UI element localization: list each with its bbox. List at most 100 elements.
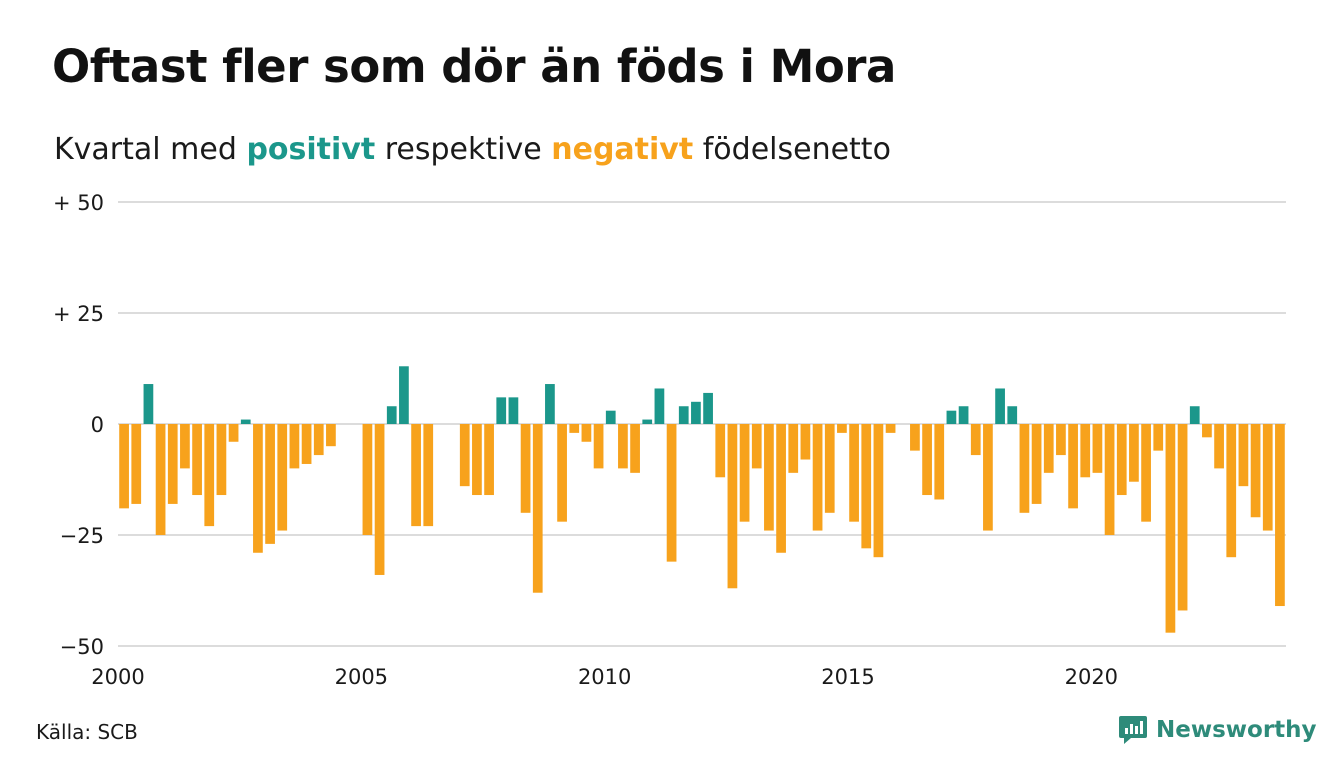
bar-2012Q2 [715, 424, 726, 478]
bar-2019Q3 [1068, 424, 1078, 509]
bar-2006Q2 [423, 424, 434, 527]
bar-2023Q2 [1250, 424, 1261, 518]
bar-2009Q4 [593, 424, 604, 469]
bar-2002Q2 [228, 424, 239, 442]
bar-2022Q2 [1202, 424, 1212, 438]
bar-2008Q3 [532, 424, 543, 593]
bar-2005Q4 [399, 366, 409, 424]
bar-2008Q4 [545, 384, 555, 424]
bar-2002Q1 [216, 424, 227, 496]
subtitle-text-mid: respektive [384, 132, 542, 167]
bar-2011Q4 [691, 401, 701, 424]
bar-2022Q3 [1214, 424, 1224, 469]
y-axis-tick-labels: + 50 + 25 0 −25 −50 [53, 191, 104, 659]
bar-2010Q3 [630, 424, 640, 473]
bar-2018Q3 [1019, 424, 1030, 513]
subtitle-negative-label: negativt [551, 132, 694, 167]
bar-2019Q1 [1043, 424, 1054, 473]
bar-2002Q4 [253, 424, 263, 553]
bar-2018Q1 [995, 388, 1005, 424]
bar-undefined [1275, 424, 1285, 607]
bar-2009Q1 [557, 424, 567, 522]
y-tick-label: −50 [60, 635, 104, 659]
source-note: Källa: SCB [36, 720, 138, 744]
bar-2014Q2 [812, 424, 823, 531]
bar-2007Q4 [496, 397, 507, 424]
bar-2011Q2 [666, 424, 677, 562]
bar-2000Q4 [155, 424, 166, 535]
bar-series [119, 366, 1285, 633]
bar-2014Q4 [837, 424, 847, 433]
bar-chart: + 50 + 25 0 −25 −50 2000 2005 2010 2015 2020 [53, 191, 1286, 689]
bar-2013Q3 [776, 424, 786, 553]
bar-2021Q1 [1141, 424, 1151, 522]
bar-2012Q4 [739, 424, 750, 522]
chart-title: Oftast fler som dör än föds i Mora [52, 40, 896, 93]
bar-2007Q3 [484, 424, 494, 496]
newsworthy-logo-icon [1119, 716, 1147, 744]
x-tick-label: 2015 [821, 665, 874, 689]
bar-2018Q2 [1007, 406, 1018, 424]
bar-2012Q1 [703, 392, 713, 424]
bar-2020Q1 [1092, 424, 1103, 473]
chart-subtitle: Kvartal med positivt respektive negativt… [54, 132, 891, 167]
bar-2003Q4 [301, 424, 312, 464]
bar-2000Q2 [131, 424, 142, 504]
bar-2007Q2 [472, 424, 482, 496]
bar-2013Q1 [751, 424, 762, 469]
bar-2019Q4 [1080, 424, 1091, 478]
bar-2007Q1 [459, 424, 470, 487]
bar-2011Q1 [654, 388, 665, 424]
bar-2017Q4 [983, 424, 993, 531]
newsworthy-brand-name: Newsworthy [1156, 717, 1317, 743]
bar-2010Q2 [618, 424, 628, 469]
bar-2023Q1 [1238, 424, 1249, 487]
bar-2005Q1 [362, 424, 373, 535]
bar-2020Q4 [1129, 424, 1139, 482]
bar-2001Q2 [180, 424, 190, 469]
bar-2012Q3 [727, 424, 738, 589]
bar-2006Q1 [411, 424, 421, 527]
bar-2014Q3 [824, 424, 835, 513]
bar-2020Q2 [1104, 424, 1115, 535]
bar-2005Q2 [374, 424, 385, 575]
y-tick-label: 0 [91, 413, 104, 437]
subtitle-text-post: födelsenetto [702, 132, 891, 167]
bar-2021Q3 [1165, 424, 1176, 633]
bar-2003Q1 [265, 424, 275, 544]
bar-2018Q4 [1031, 424, 1042, 504]
bar-2020Q3 [1116, 424, 1127, 496]
bar-undefined [1262, 424, 1273, 531]
bar-2013Q2 [764, 424, 774, 531]
bar-2017Q1 [946, 410, 957, 424]
bar-2016Q4 [934, 424, 945, 500]
bar-2001Q4 [204, 424, 215, 527]
y-tick-label: −25 [60, 524, 104, 548]
bar-2016Q2 [910, 424, 920, 451]
bar-2010Q4 [642, 419, 653, 424]
x-axis-tick-labels: 2000 2005 2010 2015 2020 [91, 665, 1118, 689]
bar-2011Q3 [678, 406, 689, 424]
bar-2021Q4 [1177, 424, 1188, 611]
bar-2005Q3 [386, 406, 397, 424]
grid-lines [118, 201, 1286, 647]
x-tick-label: 2000 [91, 665, 144, 689]
bar-2010Q1 [605, 410, 616, 424]
bar-2015Q3 [873, 424, 884, 558]
bar-2015Q4 [885, 424, 896, 433]
y-tick-label: + 25 [53, 302, 104, 326]
bar-2003Q3 [289, 424, 300, 469]
subtitle-text-pre: Kvartal med [54, 132, 237, 167]
bar-2000Q1 [119, 424, 129, 509]
bar-2021Q2 [1153, 424, 1164, 451]
newsworthy-logo: Newsworthy [1118, 714, 1317, 746]
bar-2008Q1 [508, 397, 519, 424]
bar-2017Q3 [970, 424, 981, 456]
bar-2000Q3 [143, 384, 154, 424]
bar-2022Q1 [1189, 406, 1200, 424]
bar-2008Q2 [520, 424, 531, 513]
bar-2001Q3 [192, 424, 202, 496]
bar-2009Q3 [581, 424, 592, 442]
bar-2002Q3 [240, 419, 251, 424]
bar-2004Q1 [313, 424, 324, 456]
